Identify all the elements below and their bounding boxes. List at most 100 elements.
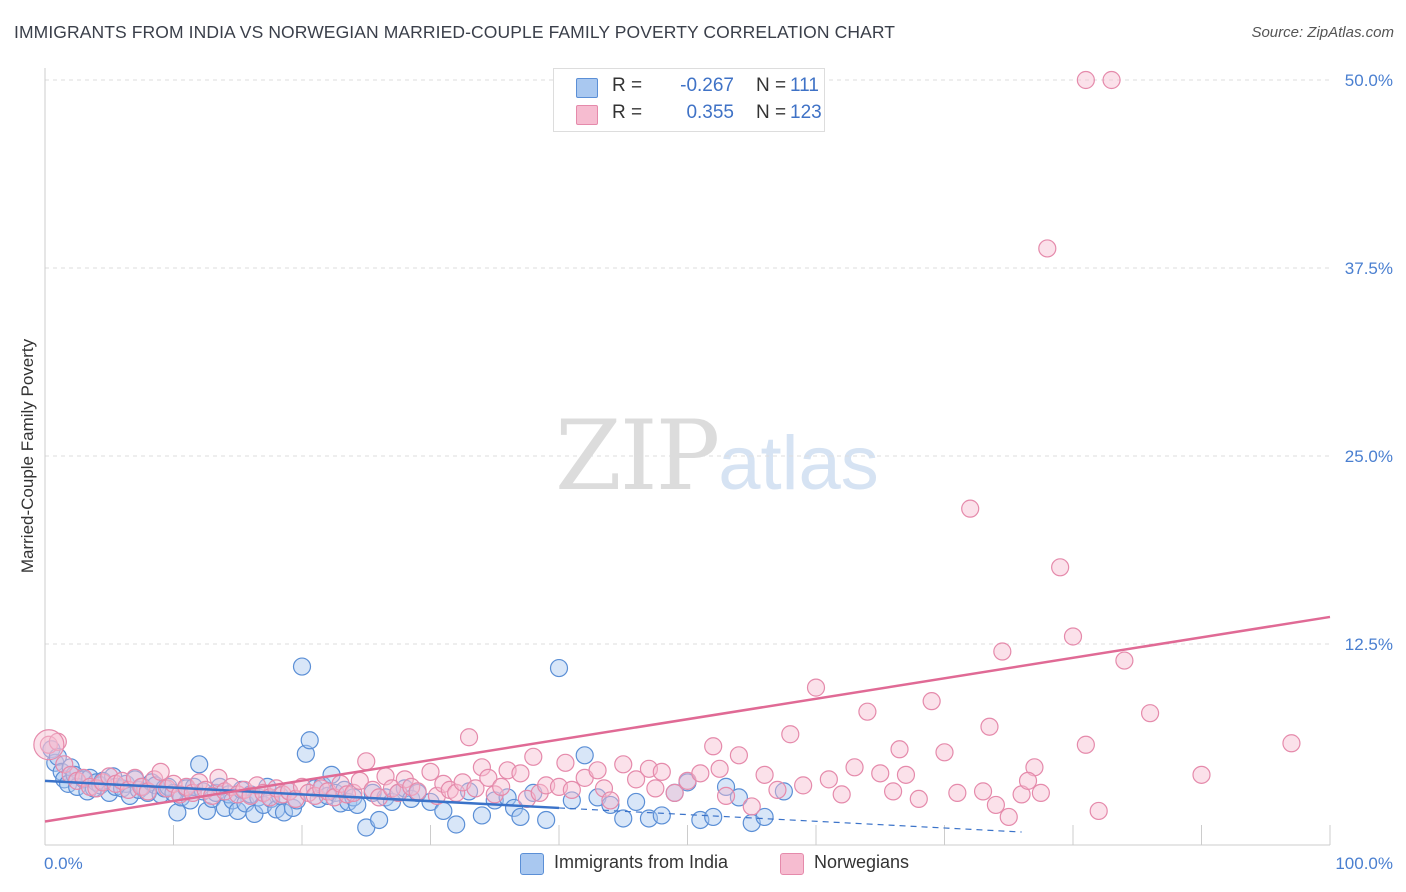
legend-r-value: 0.355 xyxy=(686,102,734,123)
data-point xyxy=(151,762,170,781)
data-point xyxy=(434,801,453,821)
data-point xyxy=(588,761,607,780)
data-point xyxy=(973,782,993,801)
data-point xyxy=(716,786,736,806)
data-point xyxy=(1089,801,1108,821)
data-point xyxy=(909,789,928,809)
y-tick-label: 37.5% xyxy=(1345,259,1393,278)
data-point xyxy=(652,806,671,825)
data-point xyxy=(961,499,980,518)
legend-n-value: 123 xyxy=(790,102,822,123)
chart-source: Source: ZipAtlas.com xyxy=(1251,24,1394,41)
x-tick-label: 100.0% xyxy=(1335,854,1393,873)
data-point xyxy=(292,657,312,676)
data-point xyxy=(1076,70,1095,90)
chart-title: IMMIGRANTS FROM INDIA VS NORWEGIAN MARRI… xyxy=(14,22,896,42)
data-point xyxy=(1192,765,1211,784)
data-point xyxy=(524,747,543,766)
data-point xyxy=(421,762,440,781)
data-point xyxy=(742,797,761,816)
data-point xyxy=(1031,783,1050,802)
data-point xyxy=(537,810,556,830)
data-point xyxy=(922,692,941,711)
legend-swatch-india xyxy=(520,853,544,875)
data-point xyxy=(337,785,357,804)
legend-r-value: -0.267 xyxy=(680,75,734,96)
data-point xyxy=(575,746,594,765)
data-point xyxy=(883,782,903,801)
data-point xyxy=(999,807,1018,827)
data-point xyxy=(832,785,851,804)
data-point xyxy=(1063,627,1083,646)
legend-label-india: Immigrants from India xyxy=(554,852,729,872)
data-point xyxy=(704,737,723,756)
data-point xyxy=(370,810,389,830)
data-point xyxy=(459,728,479,747)
data-point xyxy=(691,764,710,783)
data-point xyxy=(492,777,511,796)
legend-swatch-norwegians xyxy=(576,105,598,125)
data-point xyxy=(190,773,209,792)
y-tick-label: 50.0% xyxy=(1345,71,1393,90)
data-point xyxy=(729,746,749,765)
data-point xyxy=(33,729,65,761)
data-point xyxy=(168,803,187,822)
data-point xyxy=(1076,735,1095,754)
data-point xyxy=(511,764,530,783)
data-point xyxy=(556,753,575,772)
data-point xyxy=(626,770,646,789)
data-point xyxy=(601,791,620,810)
data-point xyxy=(530,783,549,802)
legend-r-label: R = xyxy=(612,102,643,123)
data-point xyxy=(794,776,813,795)
data-point xyxy=(710,759,729,778)
data-point xyxy=(601,795,620,815)
data-point xyxy=(1102,70,1121,90)
data-point xyxy=(948,783,967,802)
data-point xyxy=(665,783,684,802)
data-point xyxy=(190,755,209,774)
data-point xyxy=(511,807,530,827)
y-tick-label: 12.5% xyxy=(1345,635,1393,654)
data-point xyxy=(274,803,294,822)
data-point xyxy=(549,658,569,678)
legend-n-label: N = xyxy=(756,102,787,123)
data-point xyxy=(485,785,504,804)
series-norwegians xyxy=(33,70,1301,827)
data-point xyxy=(296,744,315,763)
trend-lines xyxy=(44,615,1331,833)
data-point xyxy=(781,725,800,744)
data-point xyxy=(562,780,581,799)
data-point xyxy=(466,779,485,798)
trend-line-india xyxy=(44,779,560,810)
data-point xyxy=(472,758,491,777)
data-point xyxy=(768,780,787,799)
legend-r-label: R = xyxy=(612,75,643,96)
data-point xyxy=(890,740,909,759)
data-point xyxy=(980,717,999,736)
data-point xyxy=(774,782,793,801)
data-point xyxy=(858,702,877,721)
data-point xyxy=(1018,771,1038,790)
data-point xyxy=(447,815,466,834)
data-point xyxy=(479,768,498,787)
data-point xyxy=(408,782,427,801)
data-point xyxy=(806,678,826,697)
data-point xyxy=(871,764,890,783)
data-point xyxy=(1051,558,1070,577)
data-point xyxy=(357,752,376,771)
correlation-legend: R = -0.267 N = 111 R = 0.355 N = 123 xyxy=(553,68,825,132)
data-point xyxy=(755,765,774,784)
x-tick-label: 0.0% xyxy=(44,854,83,873)
data-point xyxy=(993,642,1012,661)
data-point xyxy=(652,762,671,781)
data-point xyxy=(1140,704,1160,723)
data-point xyxy=(395,770,414,789)
data-point xyxy=(626,792,646,812)
data-point xyxy=(55,755,74,774)
data-point xyxy=(755,807,774,827)
data-point xyxy=(935,743,954,762)
legend-n-value: 111 xyxy=(790,75,819,96)
data-point xyxy=(896,765,916,784)
